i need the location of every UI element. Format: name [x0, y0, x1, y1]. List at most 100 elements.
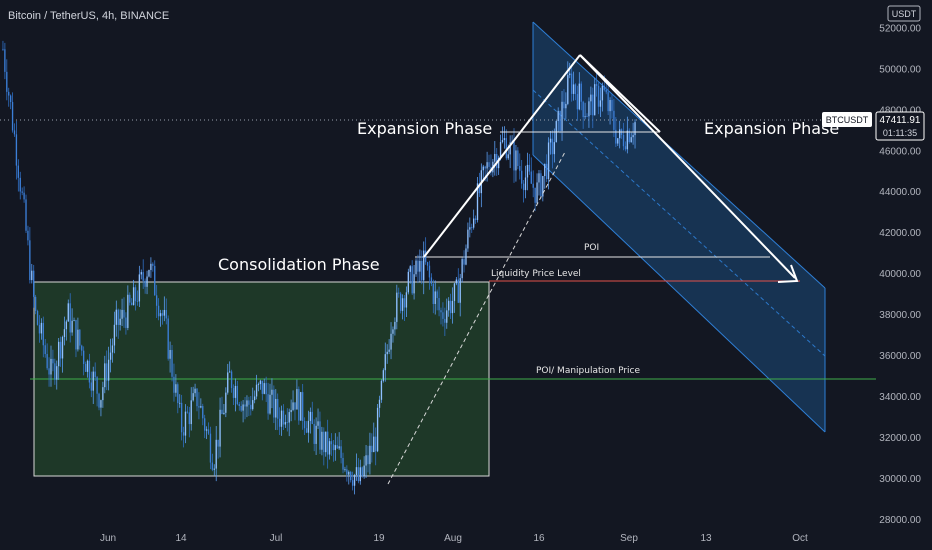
candle-body: [303, 421, 306, 429]
candle-body: [42, 322, 44, 346]
candle-body: [522, 183, 525, 191]
manipulation-label: POI/ Manipulation Price: [536, 366, 640, 376]
candle-body: [163, 310, 166, 316]
candle-body: [248, 400, 250, 405]
candle-body: [618, 129, 621, 139]
candle-body: [59, 341, 62, 359]
candle-body: [102, 387, 104, 401]
candle-body: [54, 363, 56, 380]
candle-body: [204, 418, 206, 431]
candle-body: [184, 411, 187, 436]
candle-body: [146, 276, 148, 287]
candle-body: [98, 393, 100, 408]
candle-body: [359, 467, 361, 482]
candle-body: [115, 309, 117, 325]
candle-body: [399, 293, 402, 311]
candle-body: [403, 298, 406, 308]
candle-body: [626, 130, 629, 150]
candle-body: [123, 309, 125, 318]
candle-body: [505, 138, 507, 159]
candle-body: [213, 468, 215, 470]
candle-body: [142, 272, 144, 281]
candle-body: [595, 84, 598, 86]
price-axis[interactable]: 28000.00 30000.00 32000.00 34000.00 36000.00…: [879, 23, 921, 525]
candle-body: [547, 142, 550, 180]
candle-body: [232, 388, 235, 398]
candle-body: [586, 116, 588, 118]
time-axis[interactable]: Jun 14 Jul 19 Aug 16 Sep 13 Oct: [100, 533, 808, 544]
candle-body: [459, 278, 461, 303]
projection-arrowhead: [777, 264, 799, 283]
candle-body: [44, 345, 46, 355]
candle-body: [394, 321, 396, 330]
candle-body: [284, 422, 287, 425]
candle-body: [526, 164, 529, 178]
candle-body: [38, 324, 41, 334]
candle-body: [230, 371, 233, 389]
expansion-structure: [387, 54, 799, 485]
candle-body: [392, 329, 394, 334]
descending-channel: [532, 21, 826, 433]
candle-body: [144, 280, 146, 287]
candle-body: [165, 310, 167, 319]
time-tick-label: 19: [373, 533, 385, 544]
candle-body: [592, 94, 594, 116]
candle-body: [271, 389, 273, 395]
candle-body: [419, 260, 421, 272]
candle-body: [240, 405, 242, 411]
candle-body: [351, 480, 354, 486]
candle-body: [179, 402, 181, 404]
candle-body: [465, 248, 467, 265]
candle-body: [496, 153, 498, 169]
time-tick-label: Sep: [620, 533, 638, 544]
candle-body: [401, 298, 404, 311]
candle-body: [580, 83, 582, 102]
candle-body: [423, 250, 425, 281]
candle-body: [31, 270, 33, 281]
candle-body: [173, 376, 175, 393]
price-tick-label: 40000.00: [879, 269, 921, 280]
last-price-badge: 47411.91 01:11:35: [875, 111, 925, 141]
candle-body: [313, 423, 315, 444]
time-tick-label: Oct: [792, 533, 808, 544]
expansion-left-label: Expansion Phase: [357, 119, 492, 138]
candle-body: [311, 411, 313, 424]
candle-body: [77, 329, 79, 350]
candle-body: [517, 150, 519, 167]
candle-body: [73, 320, 75, 321]
candle-body: [6, 71, 8, 92]
candle-body: [340, 446, 342, 458]
candle-body: [221, 409, 223, 414]
candle-body: [292, 402, 294, 410]
candle-body: [411, 266, 413, 294]
candle-body: [540, 173, 542, 197]
candle-body: [81, 345, 83, 351]
candle-body: [601, 85, 604, 101]
candle-body: [111, 345, 114, 353]
candle-body: [545, 163, 548, 180]
candle-body: [79, 329, 81, 346]
candle-body: [355, 467, 358, 476]
candle-body: [192, 393, 194, 401]
candle-body: [321, 431, 323, 450]
candle-body: [309, 411, 312, 421]
candle-body: [138, 274, 141, 302]
candle-body: [524, 177, 527, 191]
candle-body: [228, 371, 231, 373]
candle-body: [390, 333, 392, 350]
candle-body: [594, 84, 596, 116]
candle-body: [474, 218, 477, 220]
candle-body: [140, 272, 142, 275]
price-tick-label: 42000.00: [879, 228, 921, 239]
candle-body: [519, 166, 521, 171]
candle-body: [48, 368, 50, 375]
candle-body: [61, 336, 64, 359]
candle-body: [290, 409, 292, 413]
candle-body: [499, 142, 502, 158]
candle-body: [2, 48, 4, 50]
candle-body: [75, 320, 77, 350]
countdown-label: 01:11:35: [883, 128, 917, 138]
candle-body: [198, 406, 200, 408]
candle-body: [570, 73, 573, 94]
